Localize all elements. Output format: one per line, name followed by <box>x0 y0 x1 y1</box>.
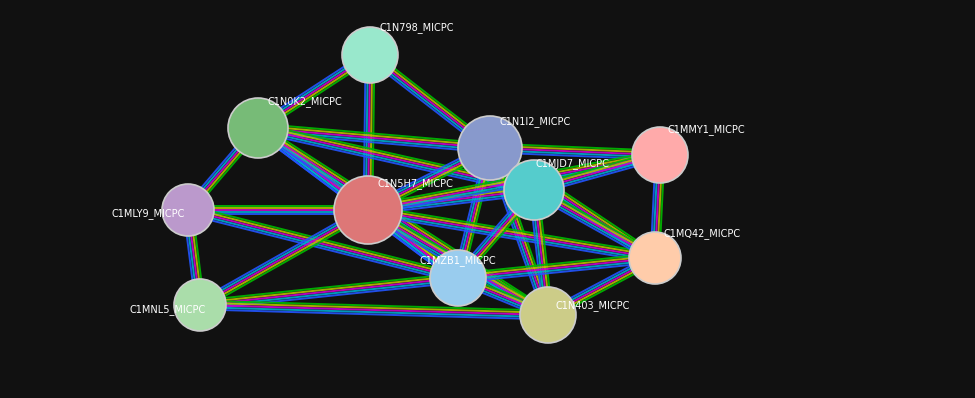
Circle shape <box>334 176 402 244</box>
Text: C1MNL5_MICPC: C1MNL5_MICPC <box>130 304 207 315</box>
Text: C1MJD7_MICPC: C1MJD7_MICPC <box>536 158 610 169</box>
Circle shape <box>504 160 564 220</box>
Circle shape <box>228 98 288 158</box>
Text: C1N798_MICPC: C1N798_MICPC <box>380 22 454 33</box>
Circle shape <box>520 287 576 343</box>
Circle shape <box>629 232 681 284</box>
Text: C1N5H7_MICPC: C1N5H7_MICPC <box>378 178 454 189</box>
Text: C1N403_MICPC: C1N403_MICPC <box>556 300 631 311</box>
Circle shape <box>458 116 522 180</box>
Text: C1N1I2_MICPC: C1N1I2_MICPC <box>500 116 571 127</box>
Circle shape <box>174 279 226 331</box>
Text: C1MZB1_MICPC: C1MZB1_MICPC <box>420 255 496 266</box>
Circle shape <box>430 250 486 306</box>
Circle shape <box>162 184 214 236</box>
Circle shape <box>342 27 398 83</box>
Circle shape <box>632 127 688 183</box>
Text: C1MMY1_MICPC: C1MMY1_MICPC <box>668 124 746 135</box>
Text: C1MLY9_MICPC: C1MLY9_MICPC <box>112 208 185 219</box>
Text: C1MQ42_MICPC: C1MQ42_MICPC <box>664 228 741 239</box>
Text: C1N0K2_MICPC: C1N0K2_MICPC <box>268 96 343 107</box>
